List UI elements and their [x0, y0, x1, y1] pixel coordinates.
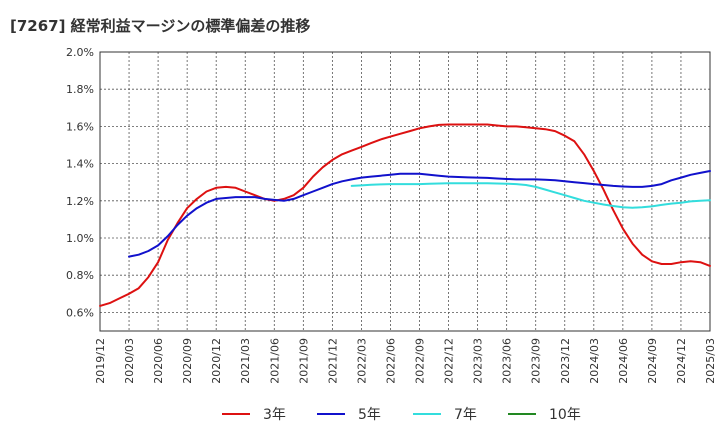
series-lines: [99, 123, 711, 307]
x-tick-label: 2021/09: [297, 338, 310, 384]
y-tick-label: 1.0%: [66, 232, 94, 245]
x-axis: 2019/12 2020/03 2020/06 2020/09 2020/12 2021/…: [94, 338, 717, 384]
x-tick-label: 2024/12: [675, 338, 688, 384]
x-tick-label: 2022/06: [384, 338, 397, 384]
series-line: [350, 182, 711, 209]
x-tick-label: 2025/03: [704, 338, 717, 384]
legend-label: 10年: [549, 407, 581, 423]
y-axis: 0.6% 0.8% 1.0% 1.2% 1.4% 1.6% 1.8% 2.0%: [66, 46, 94, 319]
x-tick-label: 2019/12: [94, 338, 107, 384]
x-tick-label: 2023/06: [501, 338, 514, 384]
x-tick-label: 2022/12: [443, 338, 456, 384]
y-tick-label: 0.8%: [66, 269, 94, 282]
chart-title: [7267] 経常利益マージンの標準偏差の推移: [10, 17, 311, 35]
y-tick-label: 0.6%: [66, 306, 94, 319]
x-tick-label: 2023/09: [530, 338, 543, 384]
legend-label: 5年: [358, 407, 381, 423]
legend-label: 3年: [263, 407, 286, 423]
x-tick-label: 2020/12: [210, 338, 223, 384]
x-tick-label: 2023/12: [559, 338, 572, 384]
x-tick-label: 2024/03: [588, 338, 601, 384]
x-tick-label: 2024/06: [617, 338, 630, 384]
x-tick-label: 2022/03: [355, 338, 368, 384]
x-tick-label: 2020/09: [181, 338, 194, 384]
x-tick-label: 2021/12: [326, 338, 339, 384]
y-tick-label: 1.6%: [66, 120, 94, 133]
x-tick-label: 2021/03: [239, 338, 252, 384]
x-tick-label: 2020/03: [123, 338, 136, 384]
x-tick-label: 2020/06: [152, 338, 165, 384]
y-tick-label: 1.8%: [66, 83, 94, 96]
y-tick-label: 1.4%: [66, 158, 94, 171]
x-tick-label: 2021/06: [268, 338, 281, 384]
series-line: [99, 123, 711, 307]
plot-frame: [99, 51, 711, 332]
y-tick-label: 1.2%: [66, 195, 94, 208]
y-tick-label: 2.0%: [66, 46, 94, 59]
plot-area: [100, 52, 710, 331]
series-line: [128, 170, 711, 258]
x-tick-label: 2024/09: [646, 338, 659, 384]
x-tick-label: 2023/03: [472, 338, 485, 384]
x-tick-label: 2022/09: [414, 338, 427, 384]
legend: 3年 5年 7年 10年: [222, 407, 581, 423]
legend-label: 7年: [454, 407, 477, 423]
